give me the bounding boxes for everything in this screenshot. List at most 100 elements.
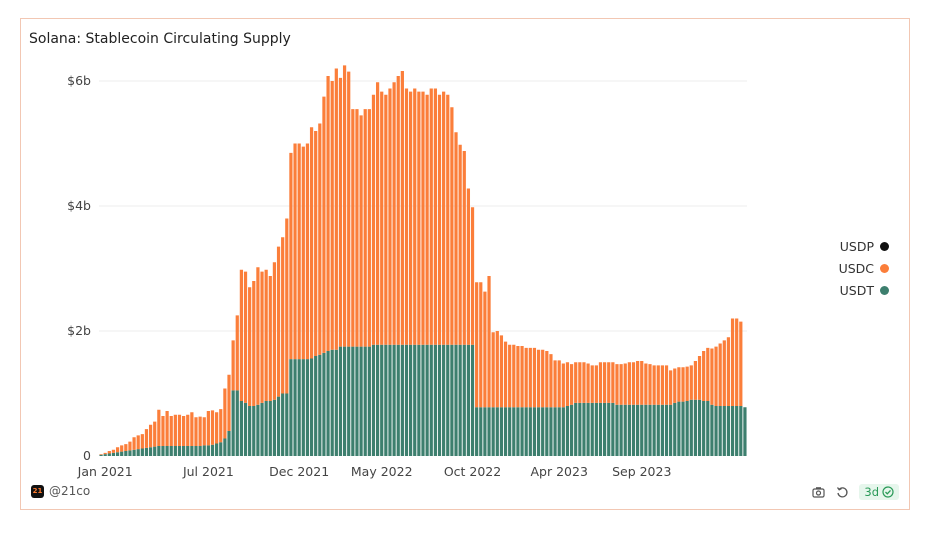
usdc-bar[interactable] — [297, 143, 301, 360]
usdc-bar[interactable] — [714, 346, 718, 406]
usdc-bar[interactable] — [545, 351, 549, 408]
usdc-bar[interactable] — [718, 343, 722, 407]
usdt-bar[interactable] — [400, 344, 404, 456]
usdt-bar[interactable] — [182, 446, 186, 456]
usdc-bar[interactable] — [371, 94, 376, 345]
usdt-bar[interactable] — [450, 344, 454, 456]
usdc-bar[interactable] — [268, 276, 272, 401]
usdc-bar[interactable] — [260, 271, 264, 403]
usdc-bar[interactable] — [479, 282, 483, 408]
usdc-bar[interactable] — [528, 347, 532, 408]
usdt-bar[interactable] — [153, 446, 157, 456]
usdt-bar[interactable] — [115, 452, 120, 456]
usdt-bar[interactable] — [380, 344, 384, 456]
usdt-bar[interactable] — [743, 407, 747, 456]
usdt-bar[interactable] — [111, 452, 116, 456]
usdc-bar[interactable] — [272, 262, 277, 400]
usdt-bar[interactable] — [318, 354, 322, 456]
usdc-bar[interactable] — [565, 362, 570, 406]
usdt-bar[interactable] — [367, 346, 371, 456]
usdc-bar[interactable] — [115, 447, 120, 453]
usdt-bar[interactable] — [722, 406, 726, 456]
usdt-bar[interactable] — [590, 402, 594, 456]
usdt-bar[interactable] — [429, 344, 433, 456]
usdt-bar[interactable] — [615, 404, 619, 456]
usdc-bar[interactable] — [512, 344, 516, 408]
usdc-bar[interactable] — [318, 123, 322, 355]
usdc-bar[interactable] — [574, 362, 578, 403]
usdt-bar[interactable] — [582, 402, 586, 456]
usdt-bar[interactable] — [491, 407, 495, 456]
usdc-bar[interactable] — [326, 76, 330, 351]
usdc-bar[interactable] — [281, 237, 285, 394]
usdc-bar[interactable] — [611, 362, 615, 403]
usdc-bar[interactable] — [264, 269, 268, 401]
usdt-bar[interactable] — [549, 407, 553, 456]
usdt-bar[interactable] — [301, 359, 305, 456]
usdc-bar[interactable] — [161, 416, 165, 446]
usdc-bar[interactable] — [619, 364, 623, 405]
usdc-bar[interactable] — [569, 364, 574, 405]
usdt-bar[interactable] — [499, 407, 504, 456]
usdc-bar[interactable] — [693, 361, 698, 400]
usdt-bar[interactable] — [483, 407, 487, 456]
usdt-bar[interactable] — [636, 404, 640, 456]
usdt-bar[interactable] — [206, 445, 210, 456]
usdt-bar[interactable] — [607, 402, 611, 456]
usdt-bar[interactable] — [565, 406, 570, 456]
usdc-bar[interactable] — [276, 246, 281, 397]
usdc-bar[interactable] — [342, 65, 347, 347]
usdc-bar[interactable] — [322, 96, 326, 353]
usdc-bar[interactable] — [404, 88, 409, 345]
usdt-bar[interactable] — [314, 356, 318, 456]
legend-item-usdp[interactable]: USDP — [839, 235, 889, 257]
usdc-bar[interactable] — [475, 282, 479, 408]
usdt-bar[interactable] — [413, 344, 417, 456]
usdt-bar[interactable] — [697, 399, 702, 456]
usdc-bar[interactable] — [437, 94, 442, 345]
usdt-bar[interactable] — [268, 401, 272, 456]
usdt-bar[interactable] — [223, 438, 227, 457]
usdc-bar[interactable] — [739, 321, 743, 406]
usdc-bar[interactable] — [532, 347, 537, 408]
usdc-bar[interactable] — [375, 82, 380, 345]
usdt-bar[interactable] — [285, 393, 289, 457]
usdc-bar[interactable] — [198, 416, 202, 446]
usdc-bar[interactable] — [499, 335, 504, 408]
usdt-bar[interactable] — [437, 344, 442, 456]
usdc-bar[interactable] — [590, 365, 594, 403]
usdc-bar[interactable] — [730, 318, 735, 407]
usdt-bar[interactable] — [132, 449, 136, 456]
usdc-bar[interactable] — [194, 417, 198, 446]
usdc-bar[interactable] — [252, 281, 256, 406]
usdt-bar[interactable] — [219, 442, 223, 456]
usdc-bar[interactable] — [607, 362, 611, 403]
footer-brand[interactable]: 21 @21co — [31, 484, 90, 498]
usdc-bar[interactable] — [710, 348, 714, 405]
usdt-bar[interactable] — [202, 445, 206, 456]
usdt-bar[interactable] — [710, 404, 714, 456]
usdc-bar[interactable] — [681, 367, 685, 402]
usdt-bar[interactable] — [309, 358, 314, 457]
usdt-bar[interactable] — [157, 446, 161, 456]
usdt-bar[interactable] — [334, 349, 338, 456]
usdt-bar[interactable] — [144, 447, 149, 456]
usdt-bar[interactable] — [656, 404, 660, 456]
usdc-bar[interactable] — [210, 410, 215, 445]
usdt-bar[interactable] — [417, 344, 421, 456]
usdc-bar[interactable] — [202, 417, 206, 446]
usdc-bar[interactable] — [359, 115, 363, 347]
usdt-bar[interactable] — [574, 402, 578, 456]
usdc-bar[interactable] — [169, 416, 173, 446]
usdt-bar[interactable] — [681, 401, 685, 456]
usdt-bar[interactable] — [161, 446, 165, 456]
usdc-bar[interactable] — [248, 287, 252, 406]
usdt-bar[interactable] — [545, 407, 549, 456]
usdt-bar[interactable] — [404, 344, 409, 456]
usdc-bar[interactable] — [516, 346, 520, 408]
usdc-bar[interactable] — [305, 143, 310, 360]
usdc-bar[interactable] — [454, 132, 458, 345]
usdt-bar[interactable] — [475, 407, 479, 456]
usdt-bar[interactable] — [107, 453, 111, 457]
usdc-bar[interactable] — [120, 445, 124, 452]
